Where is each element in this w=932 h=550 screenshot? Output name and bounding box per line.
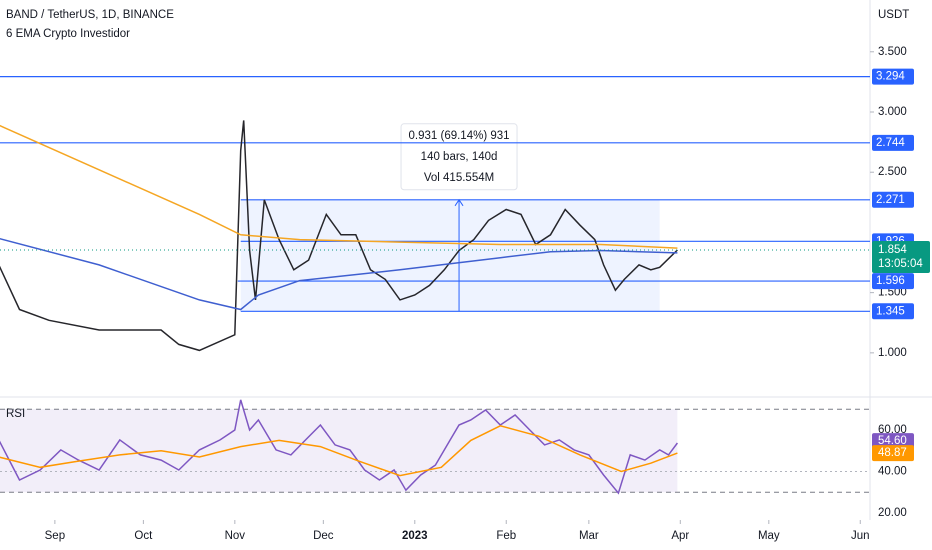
level-label-box bbox=[872, 134, 914, 151]
chart-title: BAND / TetherUS, 1D, BINANCE bbox=[6, 9, 174, 21]
level-label: 1.345 bbox=[876, 305, 905, 317]
x-tick-label: Apr bbox=[671, 530, 689, 542]
level-label: 2.271 bbox=[876, 194, 905, 206]
level-label-box bbox=[872, 273, 914, 290]
x-tick-label: Sep bbox=[45, 530, 65, 542]
x-tick-label: Feb bbox=[496, 530, 516, 542]
level-label-box bbox=[872, 68, 914, 85]
level-label-box bbox=[872, 191, 914, 208]
measure-label: 0.931 (69.14%) 931 bbox=[409, 130, 510, 142]
y-tick-label: 3.500 bbox=[878, 46, 907, 58]
x-tick-label: Mar bbox=[579, 530, 599, 542]
level-label: 2.744 bbox=[876, 137, 905, 149]
level-label: 1.596 bbox=[876, 275, 905, 287]
last-price-label: 1.854 bbox=[878, 244, 907, 256]
y-tick-label: 3.000 bbox=[878, 106, 907, 118]
series-line bbox=[0, 124, 678, 249]
series-line bbox=[0, 399, 679, 495]
level-label-box bbox=[872, 303, 914, 320]
y-tick-label: 2.500 bbox=[878, 166, 907, 178]
indicator-name: 6 EMA Crypto Investidor bbox=[6, 28, 130, 40]
rsi-value-box bbox=[872, 445, 914, 462]
measure-label: 140 bars, 140d bbox=[421, 151, 498, 163]
x-tick-label: 2023 bbox=[402, 530, 428, 542]
rsi-tick-label: 20.00 bbox=[878, 507, 907, 519]
series-line bbox=[0, 425, 678, 477]
rsi-title: RSI bbox=[6, 408, 25, 420]
background bbox=[0, 123, 678, 493]
measure-box bbox=[240, 199, 660, 312]
rsi-tick-label: 40.00 bbox=[878, 466, 907, 478]
rsi-tick-label: 60.00 bbox=[878, 424, 907, 436]
last-price-box bbox=[872, 241, 930, 274]
x-tick-label: Dec bbox=[313, 530, 334, 542]
measure-label-box bbox=[400, 123, 518, 191]
x-tick-label: Nov bbox=[225, 530, 246, 542]
currency-label: USDT bbox=[878, 9, 909, 21]
y-tick-label: 1.000 bbox=[878, 347, 907, 359]
x-tick-label: May bbox=[758, 530, 780, 542]
rsi-value-label: 48.87 bbox=[878, 447, 907, 459]
level-label: 3.294 bbox=[876, 71, 905, 83]
countdown-label: 13:05:04 bbox=[878, 258, 923, 270]
series-line bbox=[0, 237, 678, 311]
measure-label: Vol 415.554M bbox=[424, 172, 494, 184]
x-tick-label: Oct bbox=[134, 530, 153, 542]
x-tick-label: Jun bbox=[851, 530, 870, 542]
y-tick-label: 1.500 bbox=[878, 287, 907, 299]
rsi-value-label: 54.60 bbox=[878, 435, 907, 447]
